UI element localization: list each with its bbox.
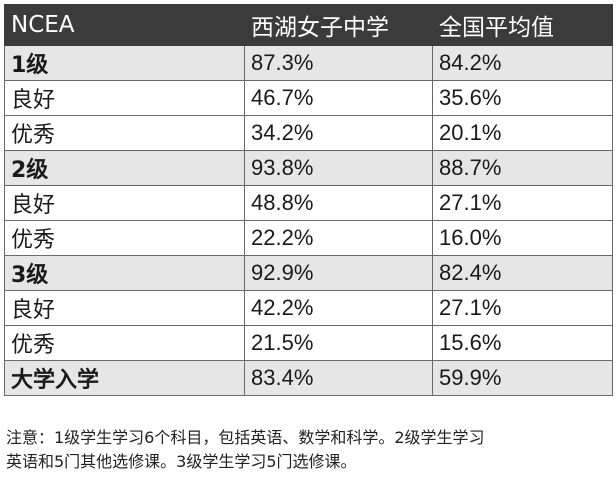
school-value-cell: 87.3%: [244, 45, 433, 81]
table-row: 优秀 21.5% 15.6%: [4, 325, 613, 361]
table-header-row: NCEA 西湖女子中学 全国平均值: [4, 4, 613, 46]
national-value-cell: 27.1%: [432, 290, 613, 326]
national-value-cell: 84.2%: [432, 45, 613, 81]
national-value-cell: 20.1%: [432, 115, 613, 151]
row-label-cell: 3级: [4, 255, 245, 291]
table-body: 1级 87.3% 84.2% 良好 46.7% 35.6% 优秀 34.2% 20.1% 2级 93…: [4, 45, 613, 396]
school-value-cell: 22.2%: [244, 220, 433, 256]
row-label-cell: 良好: [4, 185, 245, 221]
national-value-cell: 35.6%: [432, 80, 613, 116]
school-value-cell: 34.2%: [244, 115, 433, 151]
row-label-cell: 1级: [4, 45, 245, 81]
national-value-cell: 59.9%: [432, 360, 613, 396]
national-value-cell: 16.0%: [432, 220, 613, 256]
row-label-cell: 良好: [4, 290, 245, 326]
school-value-cell: 21.5%: [244, 325, 433, 361]
table-row: 1级 87.3% 84.2%: [4, 45, 613, 81]
table-row: 2级 93.8% 88.7%: [4, 150, 613, 186]
school-value-cell: 83.4%: [244, 360, 433, 396]
table-row: 优秀 22.2% 16.0%: [4, 220, 613, 256]
national-value-cell: 88.7%: [432, 150, 613, 186]
school-value-cell: 93.8%: [244, 150, 433, 186]
national-value-cell: 27.1%: [432, 185, 613, 221]
header-school: 西湖女子中学: [244, 4, 433, 46]
header-ncea: NCEA: [4, 4, 245, 46]
table-row: 良好 48.8% 27.1%: [4, 185, 613, 221]
school-value-cell: 48.8%: [244, 185, 433, 221]
school-value-cell: 42.2%: [244, 290, 433, 326]
table-row: 优秀 34.2% 20.1%: [4, 115, 613, 151]
row-label-cell: 良好: [4, 80, 245, 116]
row-label-cell: 优秀: [4, 325, 245, 361]
table-row: 良好 42.2% 27.1%: [4, 290, 613, 326]
footnote: 注意：1级学生学习6个科目，包括英语、数学和科学。2级学生学习 英语和5门其他选…: [6, 426, 612, 474]
school-value-cell: 46.7%: [244, 80, 433, 116]
header-national-average: 全国平均值: [432, 4, 613, 46]
national-value-cell: 15.6%: [432, 325, 613, 361]
ncea-results-table: NCEA 西湖女子中学 全国平均值 1级 87.3% 84.2% 良好 46.7% 35.…: [4, 4, 613, 396]
table-row: 大学入学 83.4% 59.9%: [4, 360, 613, 396]
row-label-cell: 2级: [4, 150, 245, 186]
row-label-cell: 优秀: [4, 115, 245, 151]
school-value-cell: 92.9%: [244, 255, 433, 291]
row-label-cell: 大学入学: [4, 360, 245, 396]
footnote-line-1: 注意：1级学生学习6个科目，包括英语、数学和科学。2级学生学习: [6, 428, 485, 447]
table-row: 3级 92.9% 82.4%: [4, 255, 613, 291]
row-label-cell: 优秀: [4, 220, 245, 256]
table-row: 良好 46.7% 35.6%: [4, 80, 613, 116]
national-value-cell: 82.4%: [432, 255, 613, 291]
footnote-line-2: 英语和5门其他选修课。3级学生学习5门选修课。: [6, 452, 357, 471]
